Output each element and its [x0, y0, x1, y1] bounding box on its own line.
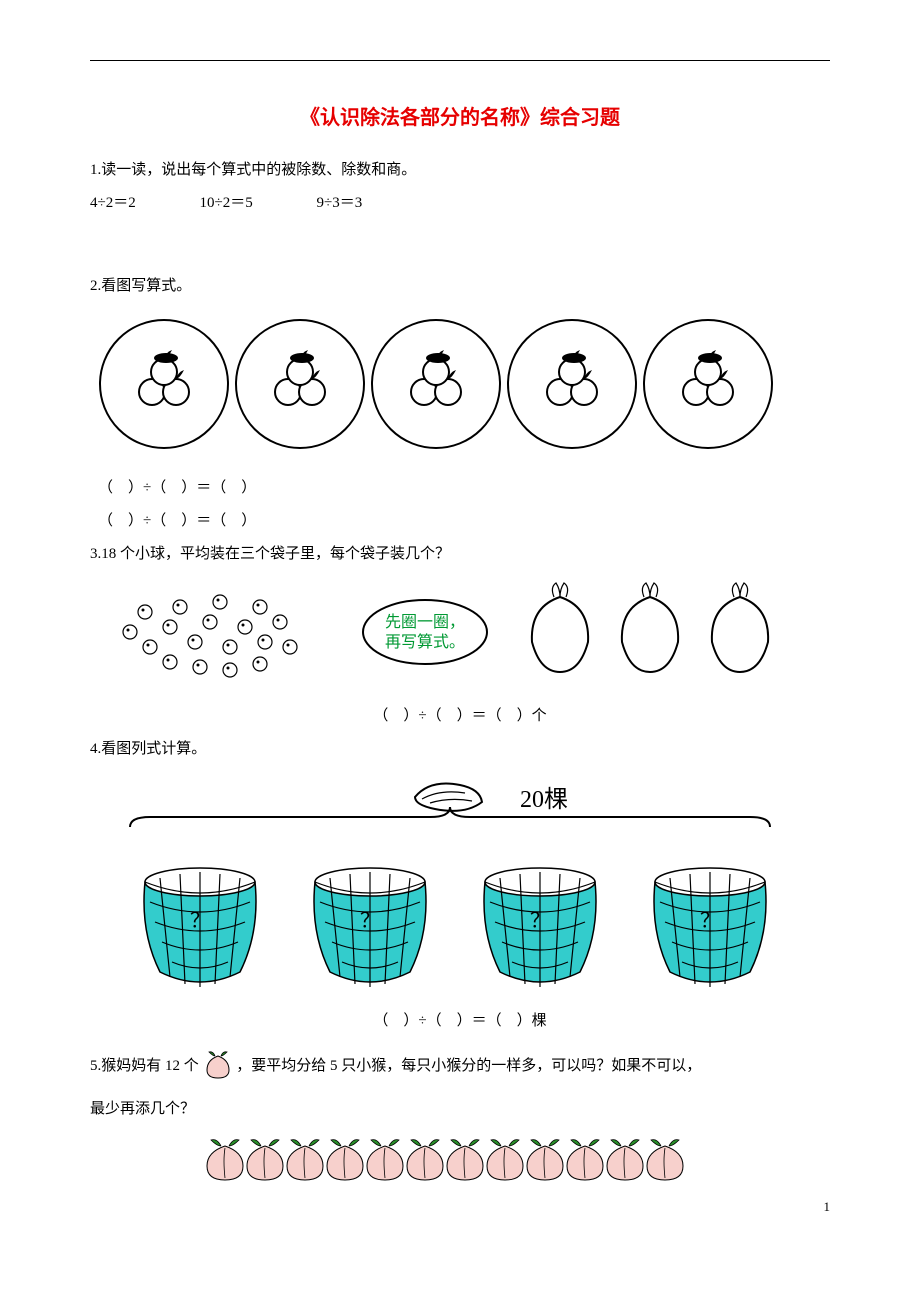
q1-eq-1: 4÷2＝2 — [90, 195, 136, 211]
q5-prompt-c: 最少再添几个？ — [90, 1093, 830, 1126]
q5-prompt-a: 5.猴妈妈有 12 个 — [90, 1058, 199, 1074]
q4-basket-mark-3: ？ — [530, 910, 550, 932]
q4-fill: （ ）÷（ ）＝（ ）棵 — [90, 1005, 830, 1038]
q2-fill-1: （ ）÷（ ）＝（ ） — [98, 472, 830, 505]
q3-bubble-line2: 再写算式。 — [385, 632, 465, 651]
q3-fill: （ ）÷（ ）＝（ ）个 — [90, 700, 830, 733]
q2-diagram — [90, 309, 830, 464]
q5-prompt-b: ，要平均分给 5 只小猴，每只小猴分的一样多，可以吗？如果不可以， — [236, 1058, 701, 1074]
q2-fill-2: （ ）÷（ ）＝（ ） — [98, 505, 830, 538]
q2-prompt: 2.看图写算式。 — [90, 270, 830, 303]
q1-prompt: 1.读一读，说出每个算式中的被除数、除数和商。 — [90, 154, 830, 187]
q5-diagram — [90, 1132, 830, 1187]
q3-diagram: 先圈一圈， 再写算式。 — [90, 577, 830, 692]
page-number: 1 — [824, 1199, 831, 1215]
q4-basket-mark-4: ？ — [700, 910, 720, 932]
q3-prompt: 3.18 个小球，平均装在三个袋子里，每个袋子装几个？ — [90, 538, 830, 571]
top-horizontal-rule — [90, 60, 830, 61]
q3-bubble-line1: 先圈一圈， — [385, 613, 465, 631]
q1-equations: 4÷2＝2 10÷2＝5 9÷3＝3 — [90, 187, 830, 220]
q1-eq-2: 10÷2＝5 — [199, 195, 252, 211]
worksheet-title: 《认识除法各部分的名称》综合习题 — [90, 101, 830, 130]
peach-icon — [203, 1050, 233, 1093]
q4-prompt: 4.看图列式计算。 — [90, 733, 830, 766]
q5-prompt: 5.猴妈妈有 12 个 ，要平均分给 5 只小猴，每只小猴分的一样多，可以吗？如… — [90, 1050, 830, 1093]
q4-total-label: 20棵 — [520, 786, 568, 813]
q4-basket-mark-2: ？ — [360, 910, 380, 932]
q4-basket-mark-1: ？ — [190, 910, 210, 932]
q4-diagram: 20棵 ？ ？ ？ ？ — [90, 772, 830, 997]
q1-eq-3: 9÷3＝3 — [316, 195, 362, 211]
